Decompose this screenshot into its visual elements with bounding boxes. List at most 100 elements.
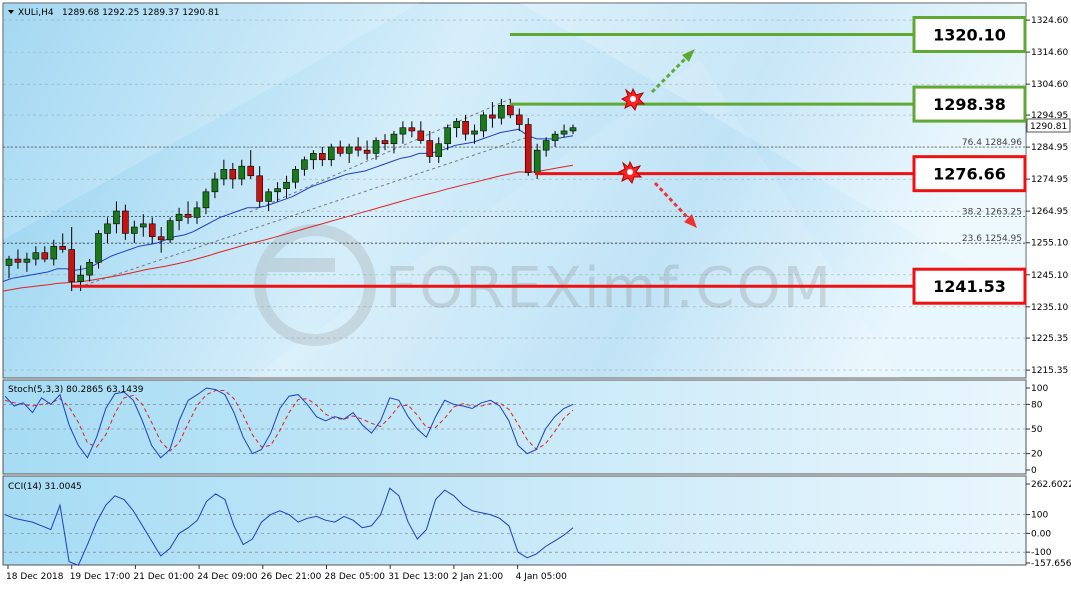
- symbol-dropdown-icon[interactable]: [8, 10, 14, 14]
- price-level-1320-10: 1320.10: [510, 16, 1027, 54]
- watermark-text: FOREXimf.COM: [385, 256, 833, 321]
- candle: [122, 204, 129, 240]
- fibo-label: 76.4 1284.96: [962, 138, 1022, 148]
- candle: [113, 201, 120, 234]
- candle-body: [265, 191, 272, 202]
- symbol-label: XULi,H4: [18, 8, 54, 18]
- stoch-grid: [3, 404, 1026, 454]
- ma-fast-line: [2, 128, 574, 282]
- candle-body: [139, 223, 147, 228]
- cci-tick-label: 262.6022: [1031, 480, 1071, 490]
- bearish-arrow-icon: [653, 181, 697, 228]
- candle: [202, 188, 210, 215]
- level-label-box: [912, 267, 1027, 305]
- cci-axis: 262.6022 100 0.00 -100-157.6565: [1026, 480, 1071, 569]
- candle-body: [247, 165, 255, 177]
- candle: [86, 259, 93, 282]
- candle-body: [327, 146, 335, 161]
- stoch-main-line: [4, 387, 574, 459]
- price-level-1298-38: 1298.38: [510, 85, 1027, 123]
- candle-body: [444, 127, 451, 145]
- price-level-1241-53: 1241.53: [72, 267, 1027, 305]
- candle: [95, 230, 102, 269]
- candle: [157, 227, 165, 253]
- candle-body: [390, 133, 398, 145]
- candle-body: [50, 245, 58, 260]
- price-tick-label: 1314.60: [1031, 48, 1068, 58]
- candle-body: [408, 127, 416, 132]
- bullish-arrow-icon: [650, 49, 695, 94]
- candle-body: [489, 114, 496, 119]
- stoch-indicator-label: Stoch(5,3,3) 80.2865 63.1439: [8, 385, 144, 395]
- candle: [229, 162, 237, 189]
- candle-body: [256, 175, 263, 202]
- candles: [5, 98, 577, 292]
- breakout-marker-lower: [617, 160, 643, 185]
- candle-body: [166, 220, 174, 241]
- candle: [50, 239, 58, 266]
- candle-body: [274, 188, 281, 193]
- candle: [345, 143, 353, 163]
- trend-channel-upper: [249, 98, 511, 213]
- candle-body: [211, 178, 219, 193]
- candle-body: [238, 165, 246, 180]
- time-tick-label: 2 Jan 21:00: [452, 572, 504, 582]
- candle: [184, 201, 192, 224]
- price-tick-label: 1264.95: [1031, 207, 1068, 217]
- candle-body: [68, 249, 75, 282]
- candle: [354, 137, 362, 157]
- candle-body: [113, 210, 120, 225]
- candle: [524, 118, 532, 176]
- price-level-1276-66: 1276.66: [535, 155, 1027, 193]
- cci-tick-label: -157.6565: [1031, 559, 1071, 569]
- candle: [399, 121, 407, 144]
- candle-body: [471, 130, 478, 135]
- cci-tick-label: 100: [1031, 511, 1048, 521]
- candle: [489, 102, 496, 128]
- level-label-box: [912, 16, 1027, 54]
- cci-indicator-label: CCI(14) 31.0045: [8, 482, 82, 492]
- candle: [23, 252, 31, 272]
- candle: [435, 137, 443, 163]
- price-tick-label: 1284.95: [1031, 143, 1068, 153]
- price-levels: 1320.10 1298.38 1276.66 1241.53: [72, 16, 1027, 305]
- candle: [417, 121, 425, 144]
- current-price-tag: 1290.81: [1026, 118, 1071, 133]
- candle-body: [524, 124, 532, 173]
- candle-body: [193, 207, 201, 218]
- candle-body: [175, 213, 183, 221]
- candle: [5, 255, 13, 279]
- candle-body: [542, 140, 550, 151]
- candle-body: [131, 226, 138, 234]
- price-axis: 1324.60 1314.60 1304.60 1294.95 1284.95 1274.…: [1026, 16, 1068, 376]
- candle: [381, 134, 389, 151]
- time-tick-label: 4 Jan 05:00: [516, 572, 568, 582]
- candle-body: [345, 146, 353, 154]
- candle: [68, 227, 75, 292]
- candle-body: [59, 245, 67, 250]
- cci-grid: [3, 514, 1026, 553]
- stoch-panel-background: [2, 379, 1027, 475]
- cci-tick-label: 0.00: [1031, 529, 1051, 539]
- candle: [238, 159, 246, 186]
- candle: [256, 166, 263, 208]
- stoch-signal-line: [4, 390, 574, 452]
- candle: [59, 233, 67, 253]
- price-tick-label: 1274.95: [1031, 175, 1068, 185]
- candle: [390, 130, 398, 154]
- price-tick-label: 1225.35: [1031, 334, 1068, 344]
- candle: [551, 130, 559, 147]
- time-tick-label: 21 Dec 01:00: [133, 572, 194, 582]
- stoch-tick-label: 0: [1031, 466, 1037, 476]
- candle: [14, 249, 22, 269]
- candle: [292, 166, 299, 189]
- time-tick-label: 19 Dec 17:00: [70, 572, 131, 582]
- ma-slow-line: [2, 164, 574, 292]
- candle-body: [14, 258, 22, 263]
- trend-channel-lower: [84, 137, 526, 286]
- candle: [515, 108, 523, 131]
- candle: [301, 156, 308, 176]
- candle: [363, 140, 371, 160]
- candle-body: [426, 140, 434, 157]
